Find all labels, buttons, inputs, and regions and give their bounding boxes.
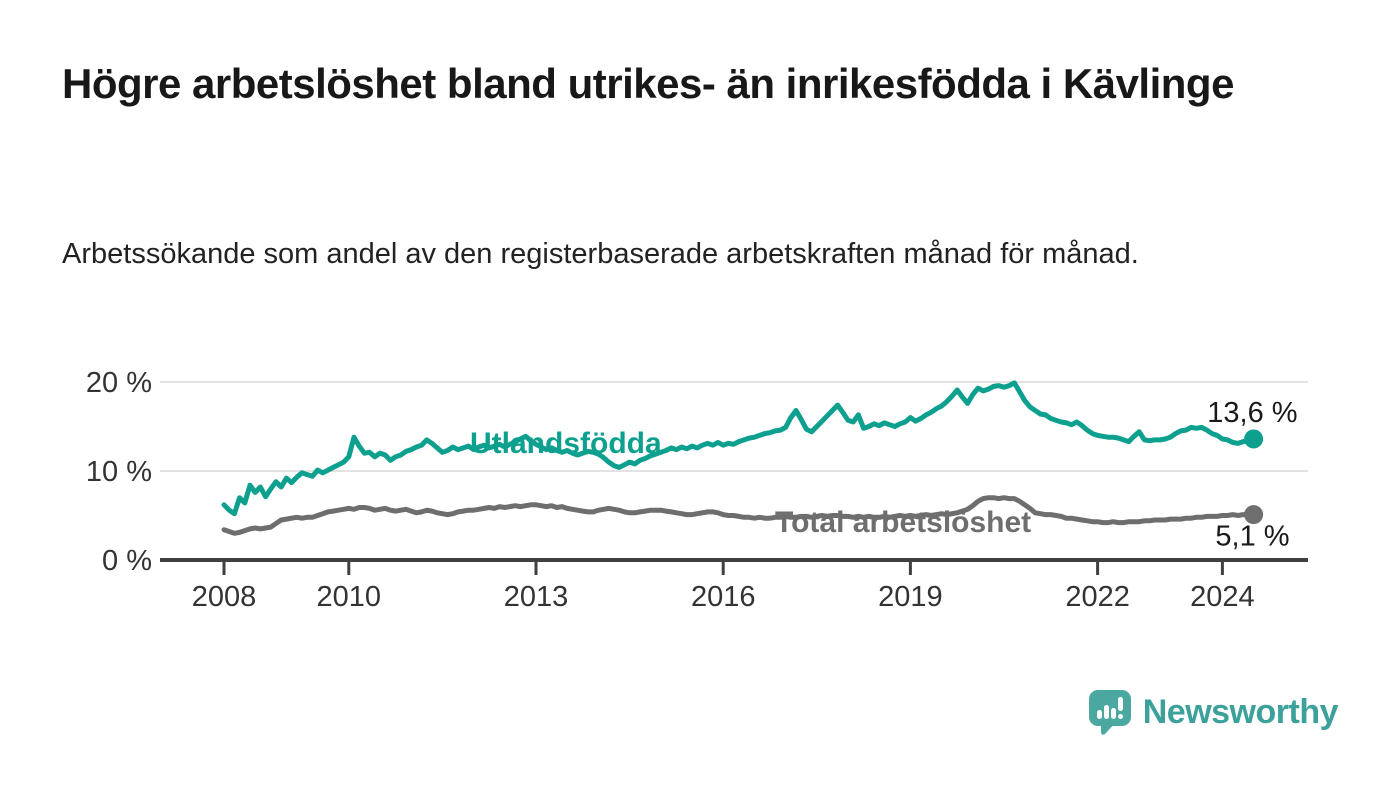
end-value-label: 5,1 % [1215,521,1289,553]
brand-name: Newsworthy [1142,693,1339,731]
page-title: Högre arbetslöshet bland utrikes- än inr… [62,60,1234,107]
end-value-labels: 13,6 % 5,1 % [1207,397,1297,553]
series-end-dot [1244,505,1264,525]
end-value-label: 13,6 % [1207,397,1297,429]
x-tick-label: 2024 [1190,581,1255,613]
series-labels: Utlandsfödda Total arbetslöshet [470,427,1031,539]
page-subtitle: Arbetssökande som andel av den registerb… [62,238,1139,270]
series-end-dot [1244,429,1264,449]
x-axis: 2008 2010 2013 2016 2019 2022 2024 [160,558,1308,613]
gridlines [160,381,1308,472]
y-tick-label: 10 % [86,456,152,488]
y-tick-label: 20 % [86,367,152,399]
x-tick-label: 2019 [878,581,943,613]
series-lines [221,380,1264,536]
x-tick-label: 2022 [1065,581,1130,613]
brand-footer: Newsworthy [1088,689,1339,736]
series-label: Utlandsfödda [470,427,662,460]
x-tick-label: 2010 [317,581,382,613]
series-line-total [221,495,1257,536]
x-tick-label: 2008 [192,581,257,613]
series-line-utlandsfodda [221,380,1257,517]
x-tick-label: 2013 [504,581,569,613]
newsworthy-logo-icon [1088,690,1131,735]
y-tick-label: 0 % [102,545,152,577]
series-label: Total arbetslöshet [775,506,1031,539]
x-tick-label: 2016 [691,581,756,613]
y-axis-labels: 0 % 10 % 20 % [86,367,152,577]
